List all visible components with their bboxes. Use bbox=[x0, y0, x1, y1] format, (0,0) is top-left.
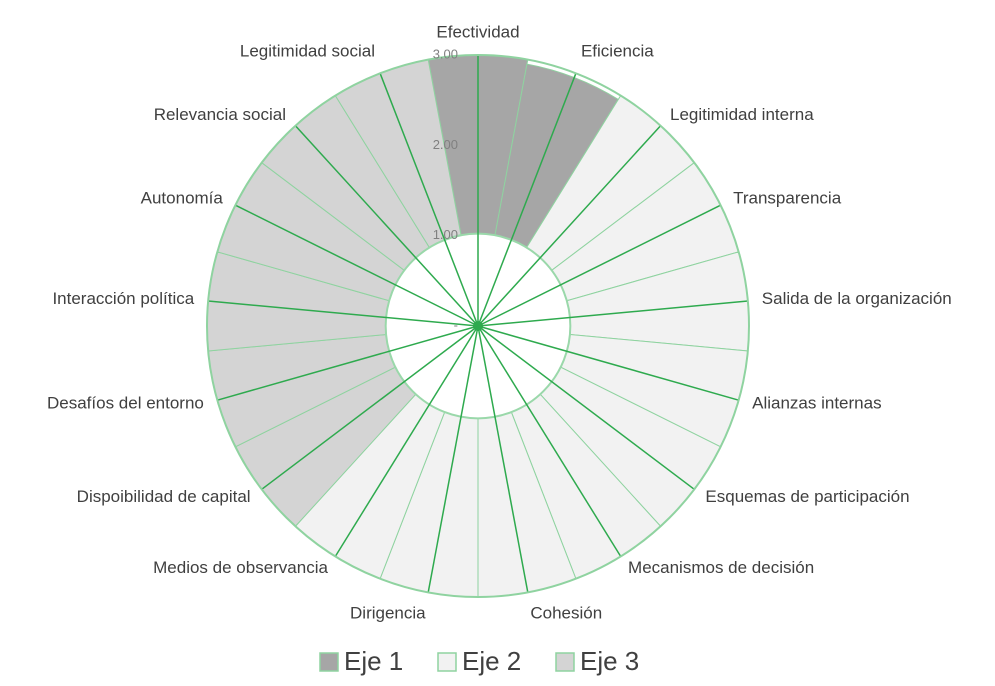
category-label: Dirigencia bbox=[350, 604, 426, 623]
category-label: Dispoibilidad de capital bbox=[77, 487, 251, 506]
spoke bbox=[334, 325, 479, 557]
r-tick-label: 1.00 bbox=[433, 227, 458, 242]
spoke bbox=[217, 325, 479, 401]
category-label: Salida de la organización bbox=[762, 289, 952, 308]
category-label: Medios de observancia bbox=[153, 558, 328, 577]
spoke bbox=[477, 125, 662, 327]
category-label: Mecanismos de decisión bbox=[628, 558, 814, 577]
category-label: Desafíos del entorno bbox=[47, 393, 204, 412]
spoke bbox=[477, 325, 739, 401]
spoke bbox=[379, 73, 479, 327]
legend-label: Eje 1 bbox=[344, 646, 403, 676]
category-label: Autonomía bbox=[141, 188, 224, 207]
spoke bbox=[294, 125, 479, 327]
category-label: Cohesión bbox=[530, 604, 602, 623]
category-label: Legitimidad interna bbox=[670, 105, 814, 124]
outer-ring bbox=[206, 54, 750, 598]
category-label: Eficiencia bbox=[581, 42, 654, 61]
spoke bbox=[477, 204, 721, 327]
spoke bbox=[261, 325, 479, 490]
spoke bbox=[235, 204, 479, 327]
r-tick-label: 3.00 bbox=[433, 46, 458, 61]
category-label: Alianzas internas bbox=[752, 393, 881, 412]
spoke bbox=[427, 325, 479, 593]
category-label: Legitimidad social bbox=[240, 42, 375, 61]
r-tick-label: 2.00 bbox=[433, 137, 458, 152]
spoke bbox=[477, 325, 695, 490]
legend-swatch bbox=[555, 652, 575, 672]
spoke bbox=[477, 300, 748, 327]
category-label: Efectividad bbox=[436, 22, 519, 41]
category-label: Interacción política bbox=[52, 289, 194, 308]
legend-label: Eje 2 bbox=[462, 646, 521, 676]
category-label: Relevancia social bbox=[154, 105, 286, 124]
legend-label: Eje 3 bbox=[580, 646, 639, 676]
legend-swatch bbox=[437, 652, 457, 672]
spoke bbox=[208, 300, 479, 327]
spoke bbox=[477, 73, 577, 327]
category-label: Transparencia bbox=[733, 188, 842, 207]
center-dot bbox=[473, 321, 483, 331]
category-label: Esquemas de participación bbox=[705, 487, 909, 506]
spoke bbox=[477, 325, 622, 557]
r-tick-label: - bbox=[454, 317, 458, 332]
legend-swatch bbox=[319, 652, 339, 672]
spoke bbox=[477, 325, 529, 593]
